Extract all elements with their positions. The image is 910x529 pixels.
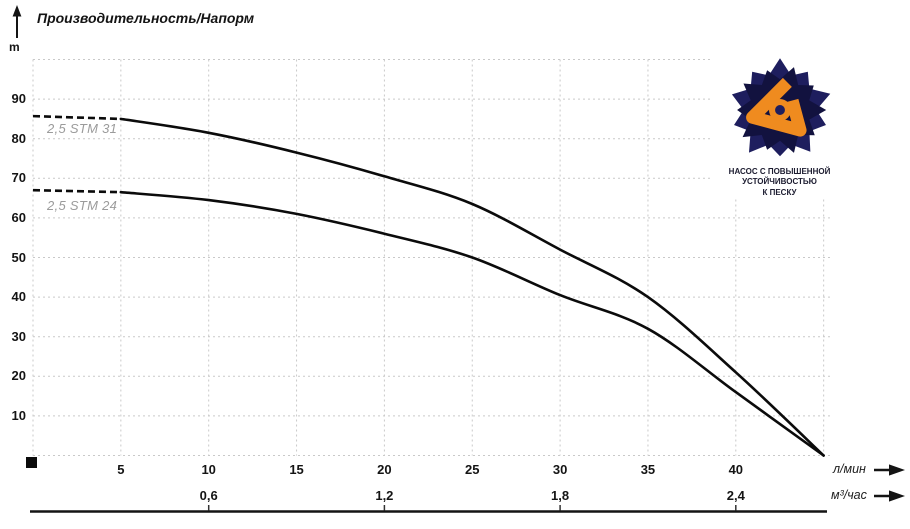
y-tick-label: 90: [11, 91, 26, 107]
x-tick-label-lmin: 20: [377, 462, 392, 477]
pump-rotor-logo-icon: [731, 58, 830, 157]
y-tick-label: 30: [11, 328, 26, 344]
x-tick-label-m3h: 0,6: [199, 488, 218, 503]
y-tick-label: 50: [11, 249, 26, 265]
y-tick-label: 70: [11, 170, 26, 186]
x-tick-label-lmin: 40: [728, 462, 744, 477]
badge-caption: НАСОС С ПОВЫШЕННОЙ УСТОЙЧИВОСТЬЮ К ПЕСКУ: [729, 167, 831, 198]
curve-label-stm24: 2,5 STM 24: [47, 198, 118, 213]
curve-label-stm31: 2,5 STM 31: [47, 121, 118, 136]
x-tick-label-m3h: 2,4: [726, 488, 745, 503]
x-tick-label-lmin: 35: [640, 462, 656, 477]
y-tick-label: 40: [11, 289, 26, 305]
x-tick-label-lmin: 25: [465, 462, 480, 477]
y-axis-arrow-icon: [12, 5, 22, 38]
x-tick-label-lmin: 5: [117, 462, 125, 477]
y-axis-unit-label: m: [9, 40, 20, 54]
y-tick-label: 20: [11, 368, 26, 384]
x-axis-arrow-icon-lmin: [874, 464, 905, 476]
x-tick-label-m3h: 1,2: [375, 488, 394, 503]
x-axis-unit-secondary: м³/час: [831, 488, 867, 502]
x-axis-unit-primary: л/мин: [833, 462, 866, 476]
sand-resistance-badge: НАСОС С ПОВЫШЕННОЙ УСТОЙЧИВОСТЬЮ К ПЕСКУ: [713, 54, 846, 199]
x-tick-label-lmin: 30: [552, 462, 568, 477]
badge-caption-line: УСТОЙЧИВОСТЬЮ: [742, 177, 817, 187]
y-tick-label: 10: [11, 407, 26, 423]
x-tick-label-m3h: 1,8: [551, 488, 570, 503]
x-tick-label-lmin: 10: [201, 462, 216, 477]
x-tick-label-lmin: 15: [289, 462, 304, 477]
secondary-axis-line: [30, 505, 827, 513]
y-tick-label: 60: [11, 209, 26, 225]
badge-caption-line: НАСОС С ПОВЫШЕННОЙ: [728, 167, 831, 176]
gridlines: [32, 59, 830, 456]
pump-curves: [32, 114, 825, 457]
chart-title: Производительность/Напорм: [37, 10, 255, 26]
badge-caption-line: К ПЕСКУ: [762, 187, 797, 197]
y-tick-label: 80: [11, 130, 26, 146]
origin-marker: [26, 457, 37, 468]
x-axis-arrow-icon-m3h: [874, 490, 905, 502]
